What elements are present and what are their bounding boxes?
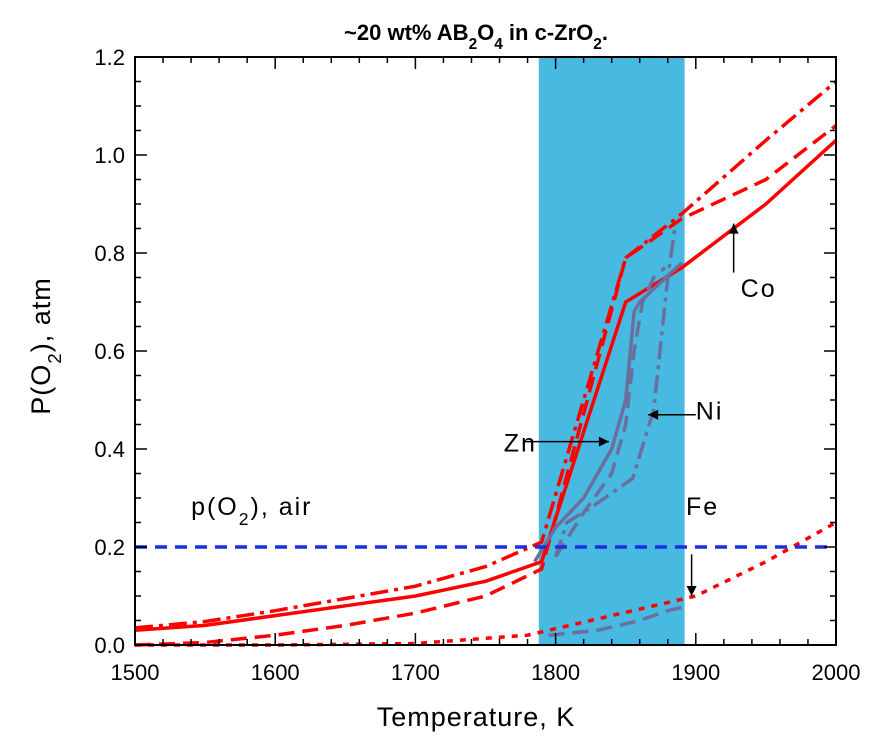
- series-line-ni: [553, 228, 677, 558]
- x-tick-label: 1600: [251, 660, 300, 685]
- shaded-region: [538, 57, 685, 645]
- tick-marks: [134, 56, 837, 646]
- series-line-fe: [548, 604, 690, 637]
- y-tick-label: 1.0: [94, 143, 125, 168]
- x-tick-label: 1700: [391, 660, 440, 685]
- y-tick-label: 0.2: [94, 535, 125, 560]
- annotation-zn: Zn: [504, 429, 537, 457]
- x-tick-label: 2000: [812, 660, 861, 685]
- tick-labels: 1500 1600 1700 1800 1900 2000 0.0 0.2 0.4 0.6 0.8 1…: [94, 45, 860, 685]
- annotation-air: p(O2), air: [191, 493, 312, 529]
- series-line-unlabeled-1: [134, 80, 838, 630]
- series-line-co: [134, 139, 838, 633]
- series-layer: [134, 80, 838, 647]
- y-axis-title: P(O2), atm: [26, 277, 66, 415]
- annotation-ni: Ni: [696, 398, 724, 426]
- series-line-unlabeled-5: [554, 266, 667, 558]
- plot-border: [134, 56, 837, 646]
- y-tick-label: 0.0: [94, 633, 125, 658]
- x-tick-label: 1500: [111, 660, 160, 685]
- chart-title: ~20 wt% AB2O4 in c-ZrO2.: [344, 20, 608, 53]
- co-arrow-head: [728, 223, 739, 234]
- x-tick-label: 1900: [671, 660, 720, 685]
- plot-frame: [134, 56, 837, 646]
- annotations-layer: Co Ni Zn Fe p(O2), air: [191, 223, 777, 596]
- y-tick-label: 0.4: [94, 437, 125, 462]
- zn-arrow-head: [598, 436, 609, 447]
- y-tick-label: 0.8: [94, 241, 125, 266]
- shaded-region-layer: [538, 57, 685, 645]
- series-line-zn: [533, 261, 683, 563]
- x-axis-title: Temperature, K: [377, 702, 576, 732]
- x-tick-label: 1800: [531, 660, 580, 685]
- annotation-fe: Fe: [686, 493, 719, 521]
- annotation-co: Co: [741, 275, 777, 303]
- y-tick-label: 0.6: [94, 339, 125, 364]
- fe-arrow-head: [686, 586, 697, 596]
- y-tick-label: 1.2: [94, 45, 125, 70]
- series-line-unlabeled-3: [135, 520, 837, 647]
- ni-arrow-head: [648, 409, 659, 420]
